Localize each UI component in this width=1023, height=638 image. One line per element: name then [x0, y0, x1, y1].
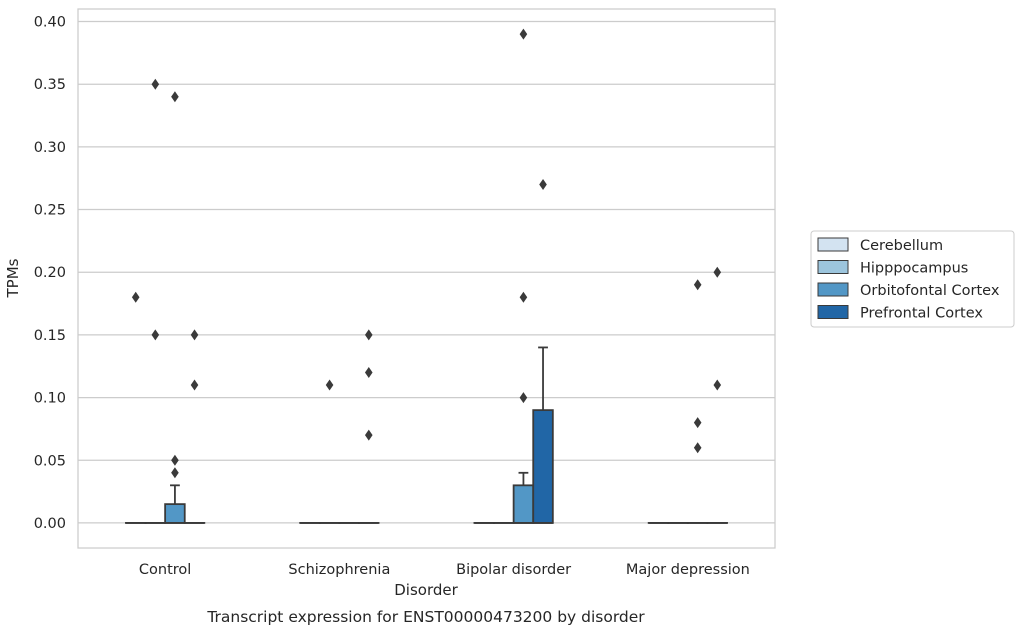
outlier-point — [365, 430, 373, 441]
outlier-point — [520, 392, 528, 403]
plot-area-border — [78, 9, 775, 548]
outlier-point — [694, 279, 702, 290]
outlier-point — [171, 455, 179, 466]
outlier-markers — [132, 29, 721, 479]
y-tick-label: 0.10 — [34, 391, 66, 407]
outlier-point — [713, 380, 721, 391]
outlier-point — [365, 329, 373, 340]
outlier-point — [539, 179, 547, 190]
outlier-point — [191, 329, 199, 340]
outlier-point — [171, 467, 179, 478]
outlier-point — [152, 329, 160, 340]
legend: Cerebellum Hipppocampus Orbitofontal Corte… — [811, 231, 1014, 327]
y-tick-label: 0.40 — [34, 15, 66, 31]
outlier-point — [152, 79, 160, 90]
y-tick-label: 0.05 — [34, 453, 66, 469]
y-tick-label: 0.00 — [34, 516, 66, 532]
y-tick-label: 0.20 — [34, 265, 66, 281]
outlier-point — [132, 292, 140, 303]
outlier-point — [171, 91, 179, 102]
outlier-point — [365, 367, 373, 378]
y-axis-ticks: 0.00 0.05 0.10 0.15 0.20 0.25 0.30 0.35 0.40 — [34, 15, 66, 532]
grid-lines — [78, 22, 775, 523]
outlier-point — [713, 267, 721, 278]
legend-label: Hipppocampus — [860, 261, 968, 277]
legend-swatch — [818, 261, 848, 274]
outlier-point — [326, 380, 334, 391]
box — [514, 485, 534, 523]
box — [165, 504, 185, 523]
legend-label: Cerebellum — [860, 238, 943, 254]
x-axis-ticks: Control Schizophrenia Bipolar disorder Majo… — [139, 562, 750, 578]
y-tick-label: 0.25 — [34, 203, 66, 219]
y-tick-label: 0.30 — [34, 140, 66, 156]
box — [533, 410, 553, 523]
y-tick-label: 0.15 — [34, 328, 66, 344]
outlier-point — [191, 380, 199, 391]
chart-title: Transcript expression for ENST0000047320… — [206, 608, 645, 626]
y-axis-label: TPMs — [4, 258, 22, 298]
x-tick-label: Control — [139, 562, 191, 578]
y-tick-label: 0.35 — [34, 77, 66, 93]
legend-label: Prefrontal Cortex — [860, 306, 983, 322]
outlier-point — [694, 442, 702, 453]
x-axis-label: Disorder — [394, 581, 458, 599]
x-tick-label: Bipolar disorder — [456, 562, 571, 578]
outlier-point — [520, 29, 528, 40]
outlier-point — [694, 417, 702, 428]
x-tick-label: Schizophrenia — [288, 562, 390, 578]
legend-swatch — [818, 306, 848, 319]
legend-swatch — [818, 238, 848, 251]
legend-swatch — [818, 283, 848, 296]
legend-label: Orbitofontal Cortex — [860, 283, 1000, 299]
outlier-point — [520, 292, 528, 303]
x-tick-label: Major depression — [626, 562, 750, 578]
box-series — [126, 347, 727, 522]
